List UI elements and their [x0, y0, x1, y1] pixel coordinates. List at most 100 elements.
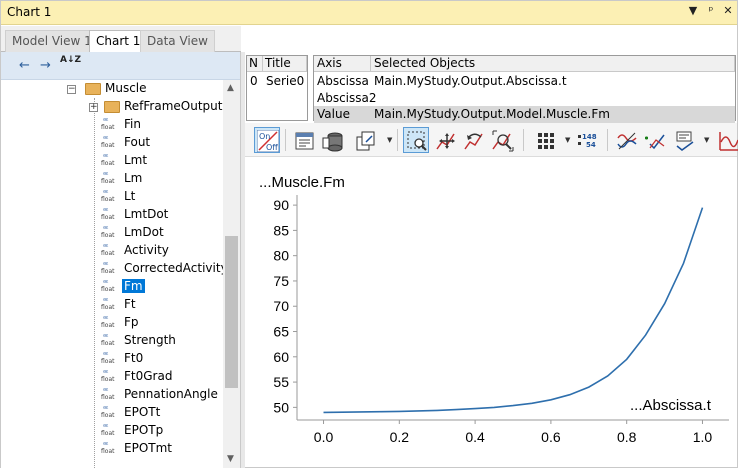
zoom-back-button[interactable] — [461, 127, 487, 153]
onoff-on-text: On — [259, 132, 270, 141]
tree-item[interactable]: ᵋᵋᵋ float Strength — [1, 332, 223, 350]
values-table-button[interactable]: 148 54 — [575, 127, 601, 153]
chart-toolbar: On Off ▼ — [245, 123, 738, 157]
collapse-icon[interactable]: − — [67, 84, 76, 94]
axes-row-abscissa[interactable]: Abscissa Main.MyStudy.Output.Abscissa.t — [314, 73, 735, 90]
float-icon-glyph: ᵋᵋᵋ — [103, 405, 108, 413]
values-table-icon: 148 54 — [578, 133, 597, 149]
chart-xlabel: ...Abscissa.t — [630, 397, 712, 414]
expand-icon[interactable]: + — [89, 102, 98, 112]
tree-item[interactable]: ᵋᵋᵋ float CorrectedActivity — [1, 260, 223, 278]
float-icon-glyph: ᵋᵋᵋ — [103, 171, 108, 179]
curve-style-button[interactable] — [613, 127, 639, 153]
tree-scrollbar[interactable]: ▲ ▼ — [223, 80, 240, 468]
x-tick-label: 0.6 — [541, 429, 561, 445]
series-table[interactable]: N Title 0 Serie0 — [246, 55, 308, 121]
export-icon — [356, 131, 375, 151]
zoom-fit-button[interactable] — [489, 127, 515, 153]
y-tick-label: 85 — [273, 222, 289, 238]
splitter[interactable] — [241, 52, 245, 468]
tree-item-label: Fin — [124, 117, 141, 131]
tree-folder-refframeoutput[interactable]: + RefFrameOutput — [1, 98, 223, 116]
scroll-up-icon[interactable]: ▲ — [227, 83, 234, 93]
tree-item[interactable]: ᵋᵋᵋ float EPOTt — [1, 404, 223, 422]
axes-row-abscissa2[interactable]: Abscissa2 — [314, 90, 735, 107]
grid-button[interactable] — [533, 127, 559, 153]
tree-item[interactable]: ᵋᵋᵋ float Fp — [1, 314, 223, 332]
window-menu-icon[interactable]: ▼ — [688, 4, 698, 17]
series-options-dropdown-icon[interactable]: ▼ — [704, 136, 710, 144]
chart-type-button[interactable] — [715, 127, 738, 153]
float-icon-glyph: ᵋᵋᵋ — [103, 135, 108, 143]
y-tick-label: 90 — [273, 197, 289, 213]
float-icon-text: float — [101, 286, 115, 293]
tree-item[interactable]: ᵋᵋᵋ float EPOTmt — [1, 440, 223, 458]
series-line[interactable] — [323, 207, 704, 414]
float-variable-icon: ᵋᵋᵋ float — [101, 387, 119, 402]
tab-data-view[interactable]: Data View — [140, 30, 215, 52]
pin-icon[interactable]: ᵖ — [708, 4, 714, 17]
float-icon-text: float — [101, 124, 115, 131]
tree-item-label: Fm — [122, 279, 145, 293]
toolbar-separator — [397, 129, 398, 151]
view-tabs: Model View 1 Chart 1 Data View — [1, 26, 241, 53]
pan-button[interactable] — [433, 127, 459, 153]
chart-properties-button[interactable] — [291, 127, 317, 153]
zoom-select-button[interactable] — [403, 127, 429, 153]
float-variable-icon: ᵋᵋᵋ float — [101, 117, 119, 132]
tree-item[interactable]: ᵋᵋᵋ float PennationAngle — [1, 386, 223, 404]
x-tick-label: 1.0 — [693, 429, 713, 445]
tree-item[interactable]: ᵋᵋᵋ float Lt — [1, 188, 223, 206]
axes-table[interactable]: Axis Selected Objects Abscissa Main.MySt… — [313, 55, 736, 123]
float-icon-text: float — [101, 340, 115, 347]
tree-item[interactable]: ᵋᵋᵋ float Ft0 — [1, 350, 223, 368]
series-row-title[interactable]: Serie0 — [266, 74, 305, 88]
back-arrow-icon[interactable]: ← — [19, 58, 30, 73]
float-variable-icon: ᵋᵋᵋ float — [101, 207, 119, 222]
tree-item[interactable]: ᵋᵋᵋ float Lm — [1, 170, 223, 188]
data-source-button[interactable] — [319, 127, 345, 153]
tree-item[interactable]: ᵋᵋᵋ float LmtDot — [1, 206, 223, 224]
tree-item[interactable]: ᵋᵋᵋ float Activity — [1, 242, 223, 260]
tree-item[interactable]: ᵋᵋᵋ float Lmt — [1, 152, 223, 170]
forward-arrow-icon[interactable]: → — [40, 58, 51, 73]
scroll-down-icon[interactable]: ▼ — [227, 454, 234, 464]
float-icon-glyph: ᵋᵋᵋ — [103, 387, 108, 395]
window-titlebar: Chart 1 ▼ ᵖ ✕ — [1, 1, 737, 25]
tree-item[interactable]: ᵋᵋᵋ float Ft0Grad — [1, 368, 223, 386]
y-ticks: 50 55 60 65 70 75 80 85 90 — [273, 197, 297, 415]
tree-item[interactable]: ᵋᵋᵋ float Ft — [1, 296, 223, 314]
axes-row-value[interactable]: Value Main.MyStudy.Output.Model.Muscle.F… — [314, 106, 735, 123]
tree-toolbar: ← → A↓Z — [1, 52, 240, 80]
series-options-button[interactable] — [671, 127, 697, 153]
tree-folder-muscle[interactable]: − Muscle — [1, 80, 223, 98]
float-icon-glyph: ᵋᵋᵋ — [103, 423, 108, 431]
sort-az-icon[interactable]: A↓Z — [60, 55, 82, 65]
tree-item[interactable]: ᵋᵋᵋ float LmDot — [1, 224, 223, 242]
tree-item[interactable]: ᵋᵋᵋ float Fm — [1, 278, 223, 296]
close-icon[interactable]: ✕ — [723, 4, 733, 17]
tab-model-view-1[interactable]: Model View 1 — [5, 30, 99, 52]
float-icon-text: float — [101, 160, 115, 167]
axis-name: Abscissa — [317, 74, 369, 88]
tree-item[interactable]: ᵋᵋᵋ float Fout — [1, 134, 223, 152]
scroll-thumb[interactable] — [225, 236, 238, 388]
values-bottom-text: 54 — [586, 141, 596, 149]
add-series-button[interactable] — [641, 127, 667, 153]
tab-chart-1[interactable]: Chart 1 — [89, 30, 148, 53]
chart-area[interactable]: ...Muscle.Fm ...Abscissa.t 50 55 60 65 70 75 8… — [245, 158, 737, 467]
axis-object: Main.MyStudy.Output.Model.Muscle.Fm — [374, 107, 610, 121]
copy-dropdown-icon[interactable]: ▼ — [387, 136, 393, 144]
tree-item[interactable]: ᵋᵋᵋ float EPOTp — [1, 422, 223, 440]
tree-item[interactable]: ᵋᵋᵋ float Fin — [1, 116, 223, 134]
copy-chart-button[interactable] — [353, 127, 379, 153]
float-icon-glyph: ᵋᵋᵋ — [103, 261, 108, 269]
grid-icon — [538, 133, 554, 149]
float-icon-text: float — [101, 430, 115, 437]
float-icon-text: float — [101, 142, 115, 149]
series-row-n[interactable]: 0 — [250, 74, 258, 88]
tree-guide-line — [94, 98, 95, 468]
onoff-toggle-button[interactable]: On Off — [254, 127, 280, 153]
grid-dropdown-icon[interactable]: ▼ — [565, 136, 571, 144]
